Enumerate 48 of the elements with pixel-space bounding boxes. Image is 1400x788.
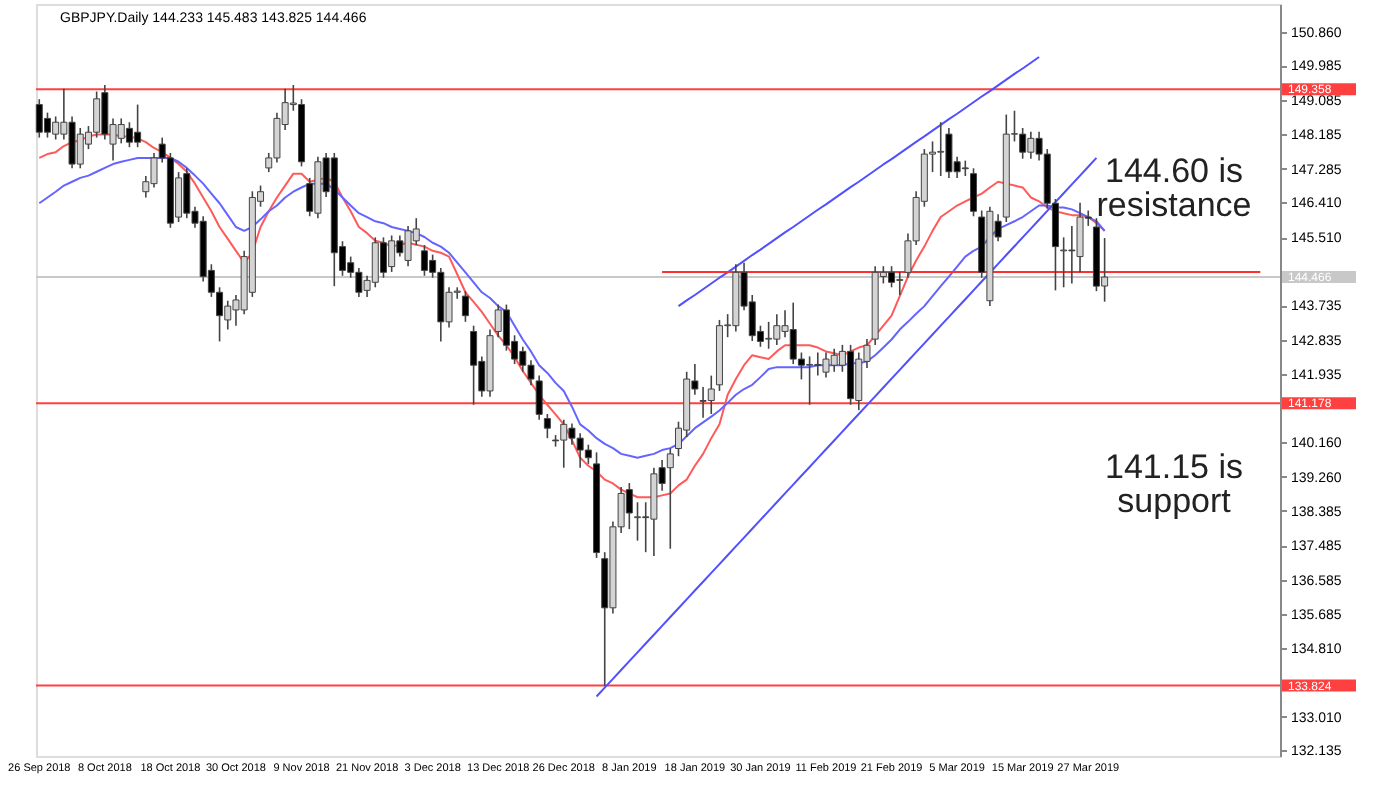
candlestick xyxy=(52,115,60,141)
candlestick xyxy=(789,301,797,365)
candlestick xyxy=(502,303,510,352)
candlestick xyxy=(35,98,43,139)
candlestick xyxy=(847,344,855,406)
candlestick xyxy=(634,501,642,542)
candlestick xyxy=(855,351,863,411)
candlestick xyxy=(625,482,633,530)
candlestick xyxy=(576,432,584,469)
candlestick xyxy=(420,244,428,277)
candlestick xyxy=(134,103,142,148)
candlestick xyxy=(650,466,658,557)
candlestick xyxy=(224,299,232,331)
line-series xyxy=(595,156,1098,698)
candlestick xyxy=(183,167,191,219)
annotation: 144.60 is resistance xyxy=(1096,151,1252,224)
candlestick xyxy=(822,351,830,379)
line-series xyxy=(677,55,1041,308)
candlestick xyxy=(388,234,396,273)
candlestick xyxy=(470,324,478,406)
candlestick xyxy=(519,346,527,373)
candlestick xyxy=(101,84,109,141)
candlestick xyxy=(937,121,945,177)
candlestick xyxy=(830,347,838,373)
candlestick xyxy=(560,418,568,469)
candlestick xyxy=(1019,127,1027,160)
candlestick xyxy=(584,443,592,465)
candlestick xyxy=(666,447,674,550)
candlestick xyxy=(76,127,84,170)
candlestick xyxy=(379,236,387,279)
candlestick xyxy=(806,355,814,406)
candlestick xyxy=(543,413,551,439)
candlestick xyxy=(773,313,781,346)
candlestick xyxy=(945,127,953,179)
candlestick xyxy=(125,121,133,148)
candlestick xyxy=(888,265,896,289)
candlestick xyxy=(117,117,125,145)
candlestick xyxy=(814,351,822,377)
candlestick xyxy=(404,225,412,267)
candlestick xyxy=(93,90,101,139)
candlestick xyxy=(765,321,773,350)
candlestick xyxy=(1027,131,1035,160)
annotation: 141.15 is support xyxy=(1105,448,1243,521)
candlestick xyxy=(43,111,51,139)
candlestick xyxy=(355,267,363,298)
candlestick xyxy=(461,290,469,323)
candlestick xyxy=(707,374,715,415)
candlestick xyxy=(970,167,978,218)
